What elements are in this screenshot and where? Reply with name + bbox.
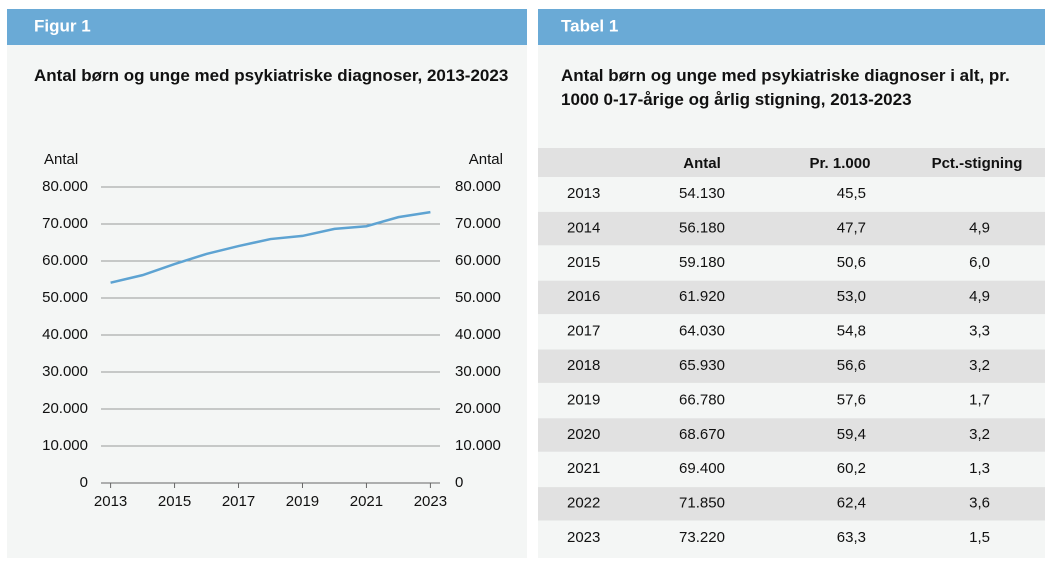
table-header-row bbox=[538, 148, 1045, 177]
table-cell: 62,4 bbox=[837, 495, 866, 512]
table-cell: 2021 bbox=[567, 460, 600, 477]
y-axis-label: Antal bbox=[44, 151, 78, 168]
text-line: Antal børn og unge med psykiatriske diag… bbox=[561, 66, 1010, 85]
table-cell: 47,7 bbox=[837, 219, 866, 236]
chart-title: Antal børn og unge med psykiatriske diag… bbox=[34, 66, 508, 85]
y-tick-label: 60.000 bbox=[42, 252, 88, 269]
table-cell: 3,3 bbox=[969, 323, 990, 340]
table-cell: 66.780 bbox=[679, 391, 725, 408]
table-cell: 63,3 bbox=[837, 529, 866, 546]
table-row-bg bbox=[538, 349, 1045, 383]
x-tick-label: 2013 bbox=[94, 493, 127, 510]
table-cell: 3,2 bbox=[969, 426, 990, 443]
table-cell: 2020 bbox=[567, 426, 600, 443]
table-cell: 54.130 bbox=[679, 185, 725, 202]
table-cell: 61.920 bbox=[679, 288, 725, 305]
figure-header bbox=[7, 9, 527, 45]
text-line: 1000 0-17-årige og årlig stigning, 2013-… bbox=[561, 90, 912, 109]
table-row-bg bbox=[538, 487, 1045, 521]
table-cell: 57,6 bbox=[837, 391, 866, 408]
table-cell: 3,6 bbox=[969, 495, 990, 512]
y2-tick-label: 60.000 bbox=[455, 252, 501, 269]
y-tick-label: 30.000 bbox=[42, 363, 88, 380]
x-tick-label: 2015 bbox=[158, 493, 191, 510]
figure-panel bbox=[7, 9, 527, 558]
y-tick-label: 50.000 bbox=[42, 289, 88, 306]
table-cell: 59,4 bbox=[837, 426, 866, 443]
table-cell: 2015 bbox=[567, 254, 600, 271]
y2-tick-label: 80.000 bbox=[455, 178, 501, 195]
table-cell: 2019 bbox=[567, 391, 600, 408]
table-cell: 1,5 bbox=[969, 529, 990, 546]
table-cell: 2014 bbox=[567, 219, 600, 236]
table-cell: 45,5 bbox=[837, 185, 866, 202]
data-line bbox=[110, 210, 431, 284]
y-tick-label: 80.000 bbox=[42, 178, 88, 195]
y2-tick-label: 20.000 bbox=[455, 400, 501, 417]
table-cell: 59.180 bbox=[679, 254, 725, 271]
table-cell: 71.850 bbox=[679, 495, 725, 512]
table-cell: 4,9 bbox=[969, 219, 990, 236]
y-tick-label: 20.000 bbox=[42, 400, 88, 417]
table-cell: 2018 bbox=[567, 357, 600, 374]
column-header: Antal bbox=[683, 155, 721, 172]
table-cell: 1,3 bbox=[969, 460, 990, 477]
y-tick-label: 70.000 bbox=[42, 215, 88, 232]
table-cell: 2023 bbox=[567, 529, 600, 546]
table-cell: 2016 bbox=[567, 288, 600, 305]
table-cell: 6,0 bbox=[969, 254, 990, 271]
table-header bbox=[538, 9, 1045, 45]
table-row-bg bbox=[538, 280, 1045, 315]
table-cell: 68.670 bbox=[679, 426, 725, 443]
table-title: Antal børn og unge med psykiatriske diag… bbox=[561, 66, 1010, 109]
y2-tick-label: 40.000 bbox=[455, 326, 501, 343]
table-cell: 64.030 bbox=[679, 323, 725, 340]
x-tick-label: 2017 bbox=[222, 493, 255, 510]
table-cell: 54,8 bbox=[837, 323, 866, 340]
y2-tick-label: 50.000 bbox=[455, 289, 501, 306]
figure-label: Figur 1 bbox=[34, 16, 91, 35]
table-cell: 1,7 bbox=[969, 391, 990, 408]
y2-tick-label: 70.000 bbox=[455, 215, 501, 232]
table-cell: 53,0 bbox=[837, 288, 866, 305]
table-cell: 50,6 bbox=[837, 254, 866, 271]
table-label: Tabel 1 bbox=[561, 16, 618, 35]
column-header: Pr. 1.000 bbox=[810, 155, 871, 172]
table-cell: 56.180 bbox=[679, 219, 725, 236]
text-line: Antal børn og unge med psykiatriske diag… bbox=[34, 66, 508, 85]
table-cell: 65.930 bbox=[679, 357, 725, 374]
table-cell: 60,2 bbox=[837, 460, 866, 477]
table-cell: 73.220 bbox=[679, 529, 725, 546]
y2-tick-label: 10.000 bbox=[455, 437, 501, 454]
y2-tick-label: 0 bbox=[455, 474, 463, 491]
column-header: Pct.-stigning bbox=[932, 155, 1023, 172]
y2-tick-label: 30.000 bbox=[455, 363, 501, 380]
y-tick-label: 10.000 bbox=[42, 437, 88, 454]
x-tick-label: 2019 bbox=[286, 493, 319, 510]
x-tick-label: 2023 bbox=[414, 493, 447, 510]
table-cell: 2017 bbox=[567, 323, 600, 340]
table-cell: 69.400 bbox=[679, 460, 725, 477]
table-row-bg bbox=[538, 211, 1045, 246]
table-cell: 2022 bbox=[567, 495, 600, 512]
table-cell: 2013 bbox=[567, 185, 600, 202]
y-tick-label: 40.000 bbox=[42, 326, 88, 343]
x-tick-label: 2021 bbox=[350, 493, 383, 510]
y2-axis-label: Antal bbox=[469, 151, 503, 168]
table-cell: 56,6 bbox=[837, 357, 866, 374]
table-row-bg bbox=[538, 418, 1045, 452]
table-cell: 4,9 bbox=[969, 288, 990, 305]
table-cell: 3,2 bbox=[969, 357, 990, 374]
y-tick-label: 0 bbox=[80, 474, 88, 491]
